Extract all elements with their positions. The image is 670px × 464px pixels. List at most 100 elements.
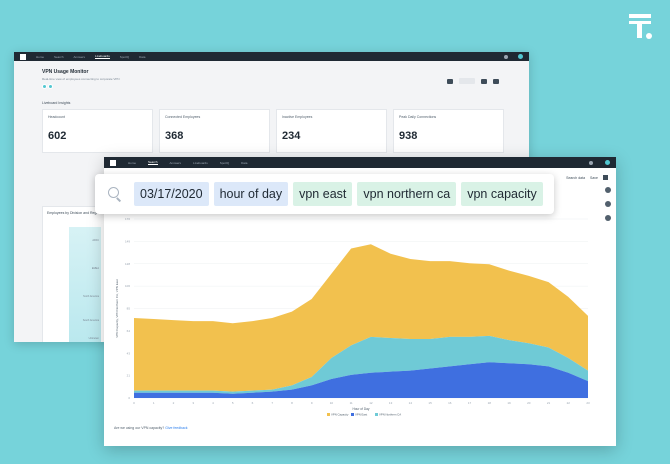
x-tick-label: 17 bbox=[468, 401, 472, 405]
region-row-label: APAC bbox=[92, 239, 99, 242]
brand-logo bbox=[629, 14, 655, 40]
kpi-value: 602 bbox=[48, 130, 67, 142]
search-token-date[interactable]: 03/17/2020 bbox=[134, 182, 209, 206]
save-button[interactable]: Save bbox=[590, 175, 598, 180]
x-tick-label: 9 bbox=[311, 401, 313, 405]
x-tick-label: 12 bbox=[369, 401, 373, 405]
kpi-row: Headcount 602 Connected Employees 368 In… bbox=[14, 109, 529, 153]
legend-label: VPN Northern CA bbox=[379, 413, 401, 417]
nav-item-data[interactable]: Data bbox=[241, 160, 248, 165]
x-tick-label: 10 bbox=[330, 401, 334, 405]
nav-item-answers[interactable]: Answers bbox=[169, 160, 182, 165]
x-tick-label: 11 bbox=[350, 401, 353, 405]
x-tick-label: 16 bbox=[448, 401, 452, 405]
search-token-vpn-northern-ca[interactable]: vpn northern ca bbox=[357, 182, 457, 206]
x-tick-label: 2 bbox=[173, 401, 175, 405]
y-tick-label: 170 bbox=[125, 217, 130, 221]
nav-item-liveboards[interactable]: Liveboards bbox=[95, 54, 110, 59]
nav-item-spotiq[interactable]: SpotIQ bbox=[119, 54, 130, 59]
series-area-vpn-northern-ca bbox=[134, 335, 588, 394]
liveboard-header: VPN Usage Monitor Real-time view of empl… bbox=[14, 61, 529, 101]
region-heatmap[interactable]: APAC EMEA North America South America Un… bbox=[69, 227, 101, 342]
x-tick-label: 5 bbox=[232, 401, 234, 405]
present-icon[interactable] bbox=[447, 78, 453, 84]
insights-label[interactable]: Liveboard Insights bbox=[42, 101, 71, 105]
y-tick-label: 149 bbox=[125, 239, 130, 243]
kpi-label: Peak Daily Connections bbox=[399, 115, 437, 119]
search-data-button[interactable]: Search data bbox=[566, 175, 586, 180]
app-logo-icon[interactable] bbox=[20, 53, 26, 60]
more-icon[interactable] bbox=[603, 175, 608, 180]
kpi-card[interactable]: Inactive Employees 234 bbox=[276, 109, 387, 153]
region-row-label: South America bbox=[82, 319, 99, 322]
legend-swatch bbox=[375, 413, 378, 416]
question-text: Are we using our VPN capacity? bbox=[114, 426, 165, 430]
settings-icon[interactable] bbox=[605, 201, 611, 207]
filter-icon[interactable] bbox=[605, 215, 611, 221]
kpi-card[interactable]: Peak Daily Connections 938 bbox=[393, 109, 504, 153]
y-tick-label: 21 bbox=[127, 374, 131, 378]
help-icon[interactable] bbox=[504, 54, 508, 59]
feedback-prompt: Are we using our VPN capacity? Give feed… bbox=[114, 426, 188, 430]
legend-label: VPN East bbox=[355, 413, 367, 417]
x-tick-label: 21 bbox=[547, 401, 551, 405]
kpi-card[interactable]: Connected Employees 368 bbox=[159, 109, 270, 153]
kpi-value: 938 bbox=[399, 130, 418, 142]
search-token-vpn-capacity[interactable]: vpn capacity bbox=[461, 182, 543, 206]
collaborators[interactable] bbox=[42, 84, 519, 89]
share-icon[interactable] bbox=[481, 78, 487, 84]
x-tick-label: 20 bbox=[527, 401, 531, 405]
x-tick-label: 15 bbox=[428, 401, 432, 405]
kpi-value: 368 bbox=[165, 130, 184, 142]
more-icon[interactable] bbox=[493, 78, 499, 84]
liveboard-actions bbox=[447, 78, 499, 84]
nav-item-search[interactable]: Search bbox=[148, 160, 158, 165]
x-tick-label: 1 bbox=[153, 401, 155, 405]
edit-button[interactable] bbox=[459, 78, 475, 84]
search-icon bbox=[107, 186, 123, 202]
search-bar[interactable]: 03/17/2020 hour of day vpn east vpn nort… bbox=[95, 174, 554, 214]
x-axis-label: Hour of Day bbox=[352, 407, 369, 411]
x-tick-label: 3 bbox=[192, 401, 194, 405]
page-subtitle: Real-time view of employees connecting t… bbox=[42, 77, 120, 81]
y-tick-label: 85 bbox=[127, 307, 131, 311]
kpi-label: Headcount bbox=[48, 115, 65, 119]
x-tick-label: 8 bbox=[291, 401, 293, 405]
search-token-vpn-east[interactable]: vpn east bbox=[293, 182, 353, 206]
chart-side-toolbar bbox=[605, 187, 611, 221]
nav-item-liveboards[interactable]: Liveboards bbox=[193, 160, 208, 165]
kpi-value: 234 bbox=[282, 130, 301, 142]
nav-item-home[interactable]: Home bbox=[128, 160, 137, 165]
help-icon[interactable] bbox=[589, 160, 593, 165]
region-panel-title: Employees by Division and Region bbox=[47, 211, 102, 215]
y-axis-label: VPN Capacity, VPN Northern CA, VPN East bbox=[115, 279, 119, 338]
chart-type-icon[interactable] bbox=[605, 187, 611, 193]
legend-swatch bbox=[351, 413, 354, 416]
x-tick-label: 0 bbox=[133, 401, 135, 405]
nav-item-spotiq[interactable]: SpotIQ bbox=[219, 160, 230, 165]
avatar[interactable] bbox=[518, 54, 523, 59]
search-token-hour-of-day[interactable]: hour of day bbox=[213, 182, 289, 206]
feedback-link[interactable]: Give feedback bbox=[165, 426, 188, 430]
nav-item-home[interactable]: Home bbox=[36, 54, 45, 59]
kpi-card[interactable]: Headcount 602 bbox=[42, 109, 153, 153]
series-area-vpn-east bbox=[134, 362, 588, 398]
x-tick-label: 7 bbox=[271, 401, 273, 405]
region-row-label: North America bbox=[83, 295, 99, 298]
top-nav-bar: Home Search Answers Liveboards SpotIQ Da… bbox=[14, 52, 529, 61]
app-logo-icon[interactable] bbox=[110, 159, 116, 166]
kpi-label: Inactive Employees bbox=[282, 115, 313, 119]
nav-item-data[interactable]: Data bbox=[139, 54, 146, 59]
y-tick-label: 106 bbox=[125, 284, 130, 288]
legend-swatch bbox=[327, 413, 330, 416]
region-row-label: Unknown bbox=[88, 337, 99, 340]
x-tick-label: 6 bbox=[252, 401, 254, 405]
nav-item-search[interactable]: Search bbox=[54, 54, 64, 59]
x-tick-label: 19 bbox=[507, 401, 511, 405]
y-tick-label: 128 bbox=[125, 262, 130, 266]
avatar[interactable] bbox=[605, 160, 610, 165]
page-title: VPN Usage Monitor bbox=[42, 69, 89, 75]
nav-item-answers[interactable]: Answers bbox=[73, 54, 86, 59]
y-tick-label: 43 bbox=[127, 351, 131, 355]
